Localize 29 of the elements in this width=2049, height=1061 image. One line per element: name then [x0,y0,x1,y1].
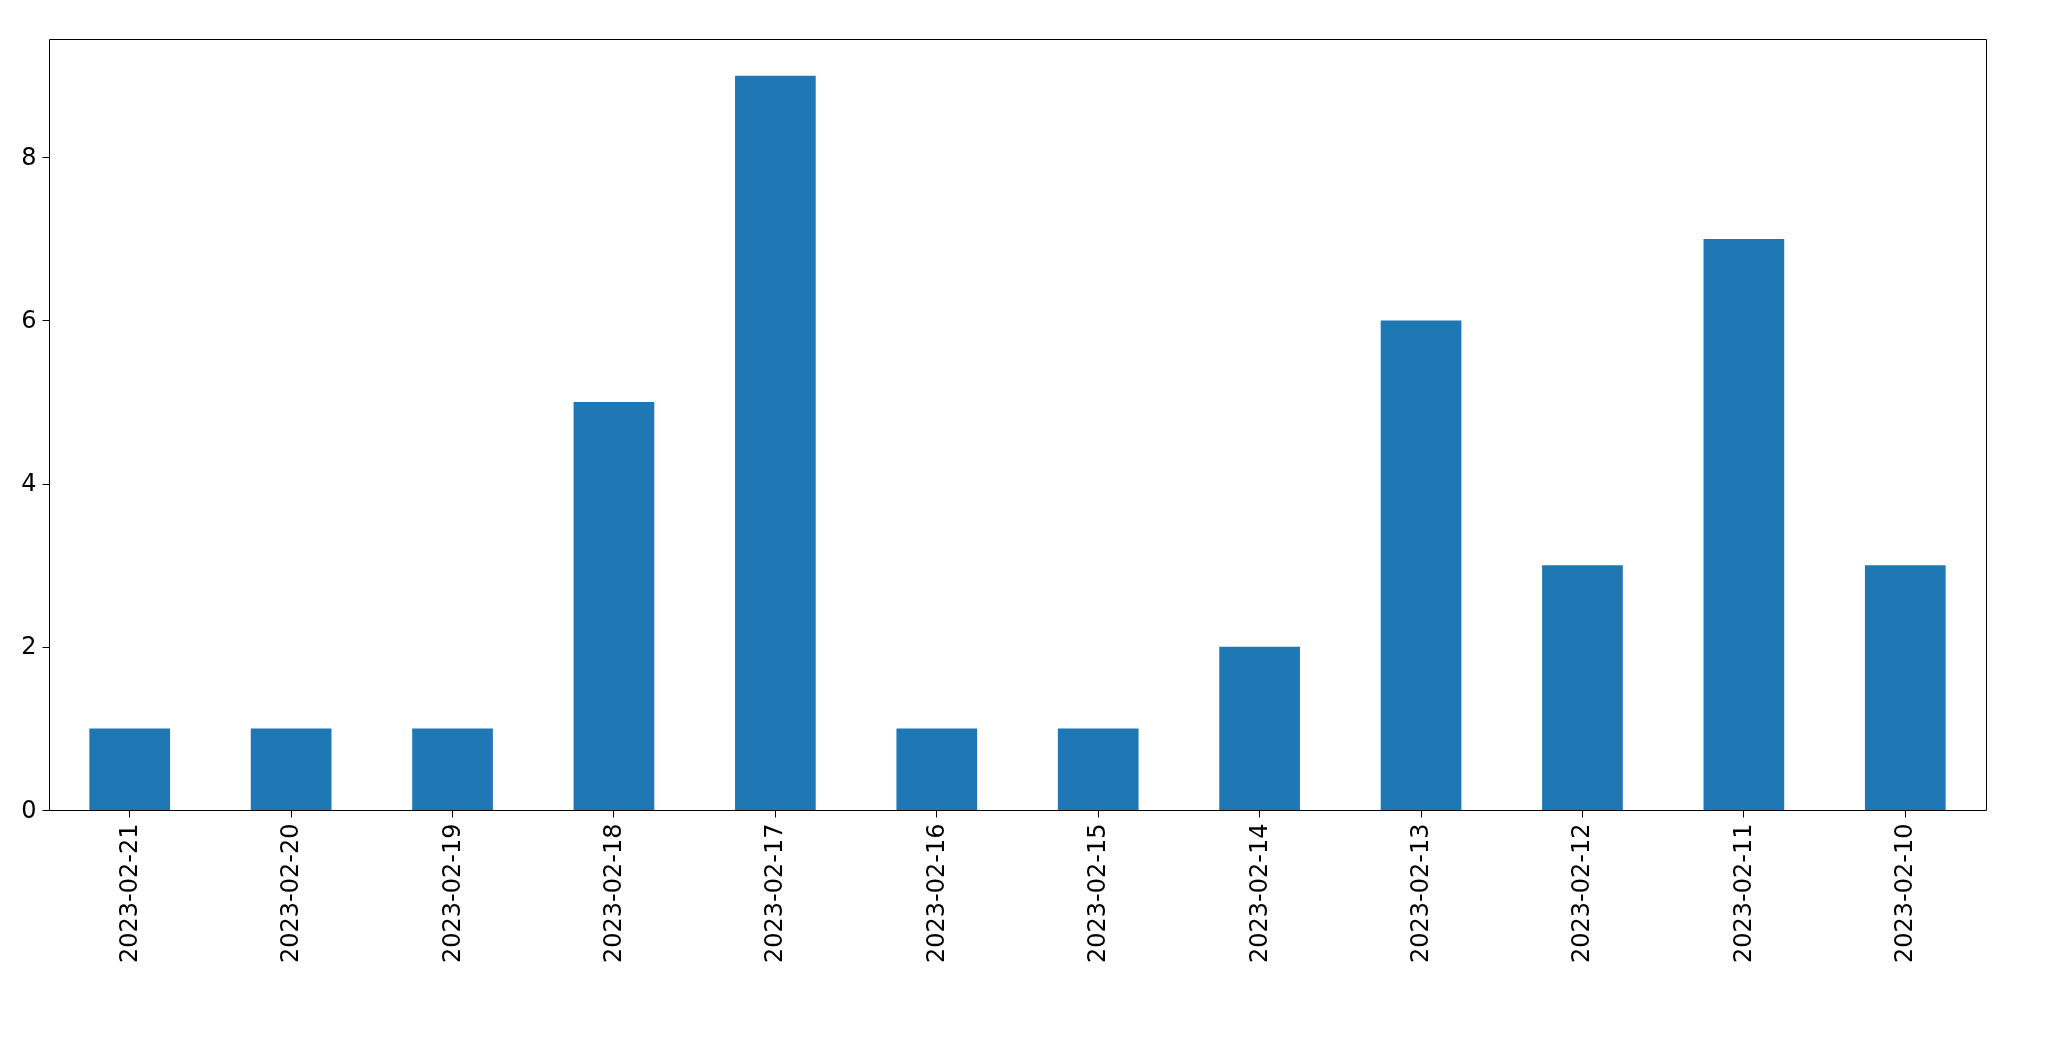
bar [1864,565,1946,810]
y-tick-label: 6 [21,305,37,334]
y-tick-label: 8 [21,142,37,171]
x-tick-label: 2023-02-16 [921,823,950,963]
bar [1703,238,1785,810]
y-tick-label: 4 [21,469,37,498]
x-tick-label: 2023-02-10 [1890,823,1919,963]
x-tick-label: 2023-02-11 [1728,823,1757,963]
bar [896,728,978,810]
bar [1542,565,1623,810]
bar [1219,646,1300,810]
bar [1057,728,1139,810]
bar [89,728,171,810]
bar [735,75,816,810]
x-tick-label: 2023-02-12 [1567,823,1596,963]
x-tick-label: 2023-02-18 [598,823,627,963]
bar [412,728,493,810]
bar [250,728,332,810]
x-tick-label: 2023-02-15 [1083,823,1112,963]
x-tick-label: 2023-02-14 [1244,823,1273,963]
x-tick-label: 2023-02-19 [437,823,466,963]
x-tick-label: 2023-02-17 [760,823,789,963]
x-tick-label: 2023-02-20 [276,823,305,963]
bar [1380,320,1462,810]
bar [573,402,655,810]
x-tick-label: 2023-02-13 [1406,823,1435,963]
y-tick-label: 2 [21,632,37,661]
x-tick-label: 2023-02-21 [114,823,143,963]
y-tick-label: 0 [21,795,37,824]
